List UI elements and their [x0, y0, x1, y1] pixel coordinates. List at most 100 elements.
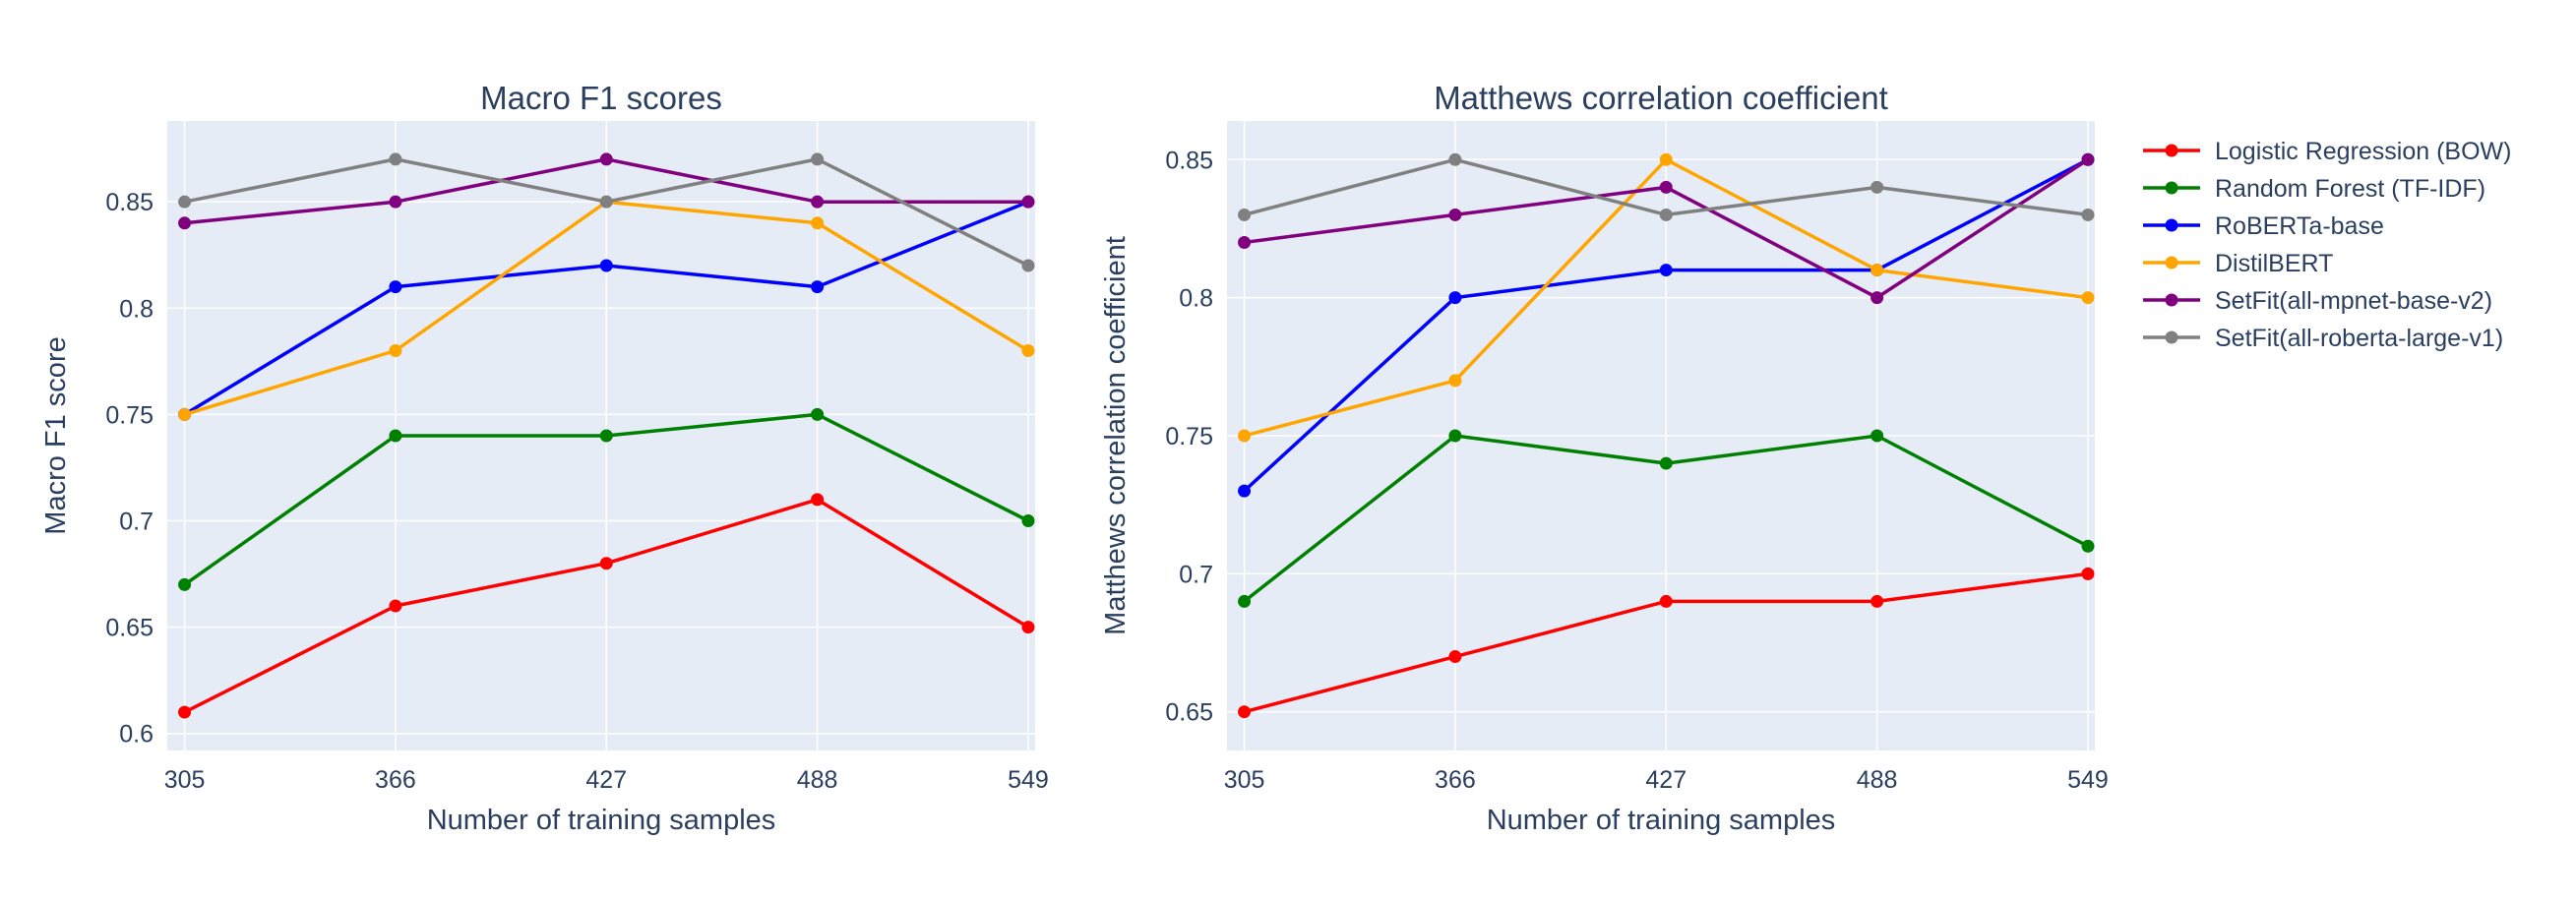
- data-point: [811, 216, 825, 230]
- data-point: [1238, 236, 1252, 250]
- data-point: [599, 557, 613, 570]
- series-6: [1238, 152, 2095, 221]
- data-point: [389, 195, 402, 209]
- series-2: [178, 407, 1035, 591]
- data-point: [599, 152, 613, 166]
- x-tick-label: 488: [1857, 766, 1898, 794]
- legend: Logistic Regression (BOW) Random Forest (…: [2143, 138, 2511, 352]
- legend-entry: DistilBERT: [2143, 250, 2333, 277]
- data-point: [2081, 208, 2095, 221]
- data-point: [1448, 650, 1462, 664]
- series-1: [178, 493, 1035, 719]
- data-point: [178, 195, 192, 209]
- data-point: [2081, 539, 2095, 553]
- data-point: [811, 407, 825, 421]
- data-point: [1238, 484, 1252, 498]
- data-point: [1238, 208, 1252, 221]
- data-point: [1659, 152, 1673, 166]
- series-4: [1238, 152, 2095, 443]
- data-point: [178, 705, 192, 719]
- data-point: [811, 493, 825, 507]
- x-tick-label: 305: [1224, 766, 1265, 794]
- y-tick-label: 0.65: [105, 615, 153, 642]
- data-point: [1238, 429, 1252, 443]
- data-point: [1238, 705, 1252, 719]
- data-point: [1448, 291, 1462, 305]
- legend-entry: Random Forest (TF-IDF): [2143, 175, 2485, 203]
- data-point: [1448, 208, 1462, 221]
- y-tick-label: 0.85: [105, 189, 153, 216]
- x-tick-label: 549: [2067, 766, 2109, 794]
- chart-title: Matthews correlation coefficient: [1434, 80, 1888, 116]
- data-point: [599, 429, 613, 443]
- legend-label: SetFit(all-roberta-large-v1): [2215, 325, 2503, 352]
- data-point: [2081, 567, 2095, 580]
- data-point: [178, 407, 192, 421]
- data-point: [1871, 429, 1884, 443]
- x-axis-title: Number of training samples: [1487, 805, 1836, 836]
- legend-label: RoBERTa-base: [2215, 212, 2384, 240]
- series-1: [1238, 567, 2095, 719]
- data-point: [178, 216, 192, 230]
- legend-entry: SetFit(all-roberta-large-v1): [2143, 325, 2503, 352]
- y-tick-label: 0.75: [1165, 423, 1213, 450]
- data-point: [1021, 513, 1035, 527]
- chart-panel-2: 305 366 427 488 549 0.65 0.7 0.75 0.8 0.85 Matthew…: [1100, 80, 2109, 836]
- series-2: [1238, 429, 2095, 608]
- data-point: [389, 344, 402, 358]
- y-tick-label: 0.65: [1165, 699, 1213, 727]
- data-point: [1448, 374, 1462, 388]
- data-point: [1448, 152, 1462, 166]
- data-point: [2081, 291, 2095, 305]
- y-axis-title: Matthews correlation coefficient: [1100, 236, 1132, 635]
- data-point: [1659, 180, 1673, 194]
- legend-marker-icon: [2165, 181, 2178, 195]
- legend-marker-icon: [2165, 218, 2178, 232]
- series-6: [178, 152, 1035, 272]
- data-point: [1871, 594, 1884, 608]
- data-point: [1871, 180, 1884, 194]
- data-point: [389, 429, 402, 443]
- x-axis-title: Number of training samples: [427, 805, 776, 836]
- data-point: [1659, 208, 1673, 221]
- data-point: [599, 259, 613, 272]
- y-tick-label: 0.7: [119, 508, 153, 535]
- data-point: [389, 599, 402, 613]
- y-tick-label: 0.8: [1179, 285, 1213, 313]
- data-point: [1871, 264, 1884, 277]
- x-tick-label: 366: [375, 766, 416, 794]
- data-point: [389, 280, 402, 294]
- legend-marker-icon: [2165, 256, 2178, 270]
- y-tick-label: 0.75: [105, 401, 153, 429]
- x-tick-label: 366: [1435, 766, 1476, 794]
- data-point: [811, 195, 825, 209]
- x-tick-label: 427: [1645, 766, 1687, 794]
- legend-label: SetFit(all-mpnet-base-v2): [2215, 287, 2492, 315]
- data-point: [1659, 594, 1673, 608]
- legend-entry: SetFit(all-mpnet-base-v2): [2143, 287, 2492, 315]
- data-point: [1021, 259, 1035, 272]
- series-5: [178, 152, 1035, 230]
- x-tick-label: 305: [164, 766, 206, 794]
- chart-panel-1: 305 366 427 488 549 0.6 0.65 0.7 0.75 0.8 0.85 Macr…: [40, 80, 1049, 836]
- y-tick-label: 0.6: [119, 721, 153, 749]
- legend-entry: Logistic Regression (BOW): [2143, 138, 2511, 165]
- x-tick-label: 488: [797, 766, 838, 794]
- chart-title: Macro F1 scores: [480, 80, 722, 116]
- legend-label: Logistic Regression (BOW): [2215, 138, 2511, 165]
- legend-marker-icon: [2165, 293, 2178, 307]
- data-point: [1021, 621, 1035, 634]
- data-point: [1021, 344, 1035, 358]
- legend-marker-icon: [2165, 330, 2178, 344]
- x-tick-label: 427: [585, 766, 627, 794]
- legend-label: Random Forest (TF-IDF): [2215, 175, 2485, 203]
- data-point: [1238, 594, 1252, 608]
- data-point: [178, 577, 192, 591]
- data-point: [811, 152, 825, 166]
- data-point: [389, 152, 402, 166]
- data-point: [1659, 264, 1673, 277]
- y-axis-title: Macro F1 score: [40, 336, 72, 534]
- y-tick-label: 0.85: [1165, 147, 1213, 174]
- legend-entry: RoBERTa-base: [2143, 212, 2384, 240]
